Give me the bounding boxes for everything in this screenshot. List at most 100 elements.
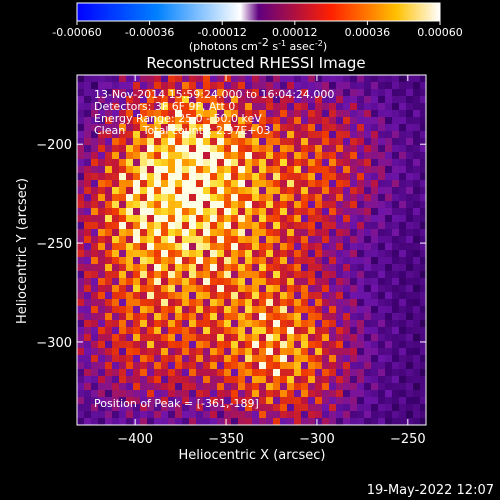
heatmap-cell [91, 166, 98, 173]
heatmap-cell [252, 152, 259, 159]
heatmap-cell [84, 418, 91, 425]
heatmap-cell [294, 411, 301, 418]
colorbar-tick-label: 0.00036 [345, 26, 391, 39]
heatmap-cell [322, 278, 329, 285]
heatmap-cell [273, 257, 280, 264]
heatmap-cell [175, 306, 182, 313]
heatmap-cell [420, 376, 426, 383]
heatmap-cell [371, 215, 378, 222]
heatmap-cell [84, 348, 91, 355]
heatmap-cell [308, 138, 315, 145]
heatmap-cell [385, 103, 392, 110]
heatmap-cell [238, 138, 245, 145]
heatmap-cell [182, 334, 189, 341]
heatmap-cell [231, 313, 238, 320]
heatmap-cell [189, 320, 196, 327]
heatmap-cell [399, 75, 406, 82]
heatmap-cell [322, 355, 329, 362]
heatmap-cell [245, 159, 252, 166]
heatmap-cell [77, 250, 84, 257]
heatmap-cell [378, 103, 385, 110]
heatmap-cell [294, 390, 301, 397]
heatmap-cell [112, 257, 119, 264]
heatmap-cell [329, 201, 336, 208]
heatmap-cell [105, 103, 112, 110]
heatmap-cell [364, 285, 371, 292]
heatmap-cell [399, 362, 406, 369]
heatmap-cell [168, 376, 175, 383]
heatmap-cell [329, 166, 336, 173]
heatmap-cell [105, 236, 112, 243]
heatmap-cell [308, 390, 315, 397]
heatmap-cell [203, 117, 210, 124]
heatmap-cell [119, 278, 126, 285]
heatmap-cell [308, 383, 315, 390]
heatmap-cell [245, 250, 252, 257]
heatmap-cell [231, 96, 238, 103]
heatmap-cell [301, 145, 308, 152]
heatmap-cell [189, 117, 196, 124]
heatmap-cell [112, 96, 119, 103]
heatmap-cell [175, 320, 182, 327]
heatmap-cell [301, 236, 308, 243]
heatmap-cell [399, 180, 406, 187]
heatmap-cell [77, 257, 84, 264]
heatmap-cell [126, 292, 133, 299]
heatmap-cell [301, 376, 308, 383]
heatmap-cell [224, 243, 231, 250]
heatmap-cell [308, 131, 315, 138]
heatmap-cell [140, 320, 147, 327]
heatmap-cell [119, 194, 126, 201]
heatmap-cell [189, 124, 196, 131]
heatmap-cell [98, 418, 105, 425]
heatmap-cell [98, 103, 105, 110]
heatmap-cell [182, 285, 189, 292]
heatmap-cell [308, 306, 315, 313]
heatmap-cell [301, 159, 308, 166]
heatmap-cell [84, 341, 91, 348]
heatmap-cell [413, 320, 420, 327]
heatmap-cell [343, 229, 350, 236]
heatmap-cell [266, 194, 273, 201]
heatmap-cell [105, 250, 112, 257]
heatmap-cell [154, 341, 161, 348]
heatmap-cell [294, 131, 301, 138]
heatmap-cell [259, 103, 266, 110]
heatmap-cell [154, 313, 161, 320]
heatmap-cell [84, 103, 91, 110]
heatmap-cell [77, 320, 84, 327]
heatmap-cell [413, 159, 420, 166]
heatmap-cell [168, 110, 175, 117]
heatmap-cell [168, 292, 175, 299]
heatmap-cell [231, 194, 238, 201]
heatmap-cell [413, 96, 420, 103]
heatmap-cell [273, 75, 280, 82]
heatmap-cell [392, 82, 399, 89]
heatmap-cell [287, 75, 294, 82]
heatmap-cell [140, 222, 147, 229]
heatmap-cell [112, 299, 119, 306]
heatmap-cell [350, 187, 357, 194]
heatmap-cell [420, 285, 426, 292]
heatmap-cell [357, 257, 364, 264]
heatmap-cell [203, 292, 210, 299]
heatmap-cell [224, 404, 231, 411]
heatmap-cell [91, 250, 98, 257]
heatmap-cell [350, 341, 357, 348]
heatmap-cell [210, 215, 217, 222]
heatmap-cell [413, 187, 420, 194]
heatmap-cell [91, 285, 98, 292]
heatmap-cell [336, 376, 343, 383]
heatmap-cell [224, 110, 231, 117]
heatmap-cell [280, 285, 287, 292]
heatmap-cell [168, 264, 175, 271]
heatmap-cell [175, 341, 182, 348]
heatmap-cell [315, 180, 322, 187]
heatmap-cell [280, 110, 287, 117]
heatmap-cell [252, 299, 259, 306]
heatmap-cell [112, 320, 119, 327]
heatmap-cell [266, 96, 273, 103]
heatmap-cell [182, 404, 189, 411]
heatmap-cell [84, 236, 91, 243]
heatmap-cell [336, 138, 343, 145]
